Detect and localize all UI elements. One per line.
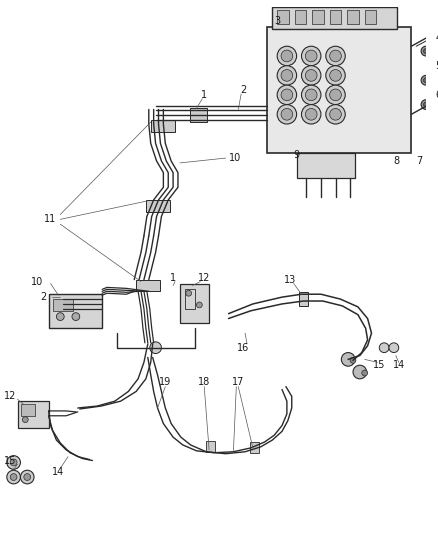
Circle shape [424, 49, 428, 53]
Circle shape [421, 75, 431, 85]
Circle shape [281, 70, 293, 81]
Bar [295, 10, 306, 24]
Circle shape [330, 50, 341, 62]
Circle shape [301, 104, 321, 124]
Circle shape [326, 104, 345, 124]
Bar [312, 10, 324, 24]
Bar [206, 441, 215, 452]
Text: 13: 13 [284, 274, 296, 285]
Text: 1: 1 [170, 273, 176, 282]
Circle shape [421, 100, 431, 109]
Text: 10: 10 [31, 277, 43, 287]
Circle shape [301, 46, 321, 66]
Text: 6: 6 [435, 90, 438, 100]
Circle shape [421, 46, 431, 56]
Circle shape [326, 66, 345, 85]
Circle shape [389, 343, 399, 352]
Bar [18, 401, 49, 429]
Text: 12: 12 [198, 273, 210, 282]
Circle shape [281, 50, 293, 62]
Bar [277, 10, 289, 24]
Circle shape [424, 78, 428, 83]
Text: 9: 9 [293, 150, 300, 160]
Bar [190, 109, 207, 122]
Circle shape [330, 70, 341, 81]
Circle shape [424, 102, 428, 107]
Bar [49, 294, 102, 328]
Circle shape [330, 109, 341, 120]
Bar [297, 153, 355, 177]
Circle shape [277, 46, 297, 66]
Circle shape [281, 89, 293, 101]
Circle shape [341, 352, 355, 366]
Bar [272, 7, 397, 29]
Text: 8: 8 [394, 156, 400, 166]
Bar [299, 292, 308, 306]
Text: 3: 3 [274, 16, 280, 26]
Circle shape [379, 343, 389, 352]
Circle shape [72, 313, 80, 320]
Bar [365, 10, 376, 24]
Bar [146, 200, 170, 212]
Bar [185, 289, 194, 309]
Bar [180, 285, 209, 324]
Text: 18: 18 [198, 377, 210, 387]
Text: 7: 7 [416, 156, 422, 166]
Circle shape [10, 459, 17, 466]
Text: 10: 10 [229, 153, 241, 163]
Text: 4: 4 [435, 34, 438, 44]
Bar [136, 280, 160, 292]
Circle shape [57, 313, 64, 320]
Text: 19: 19 [159, 377, 171, 387]
Text: 14: 14 [52, 467, 64, 477]
Circle shape [22, 417, 28, 423]
Text: 17: 17 [232, 377, 244, 387]
Text: 2: 2 [41, 292, 47, 302]
Bar [21, 404, 35, 416]
Circle shape [326, 85, 345, 104]
Circle shape [353, 365, 367, 379]
Circle shape [7, 470, 21, 484]
Circle shape [281, 109, 293, 120]
Circle shape [24, 474, 31, 480]
Circle shape [277, 85, 297, 104]
Bar [151, 120, 175, 132]
Text: 15: 15 [4, 456, 16, 466]
Circle shape [150, 342, 162, 353]
Text: 16: 16 [237, 343, 249, 353]
Bar [53, 299, 73, 311]
Circle shape [305, 70, 317, 81]
Circle shape [301, 85, 321, 104]
Circle shape [277, 104, 297, 124]
Circle shape [301, 66, 321, 85]
Circle shape [326, 46, 345, 66]
Text: 15: 15 [373, 360, 385, 370]
Circle shape [277, 66, 297, 85]
Text: 2: 2 [240, 85, 246, 95]
Text: 14: 14 [392, 360, 405, 370]
Bar [330, 10, 341, 24]
Circle shape [305, 50, 317, 62]
Circle shape [7, 456, 21, 469]
Circle shape [350, 358, 356, 364]
Circle shape [305, 109, 317, 120]
Text: 12: 12 [4, 391, 16, 401]
Circle shape [186, 290, 191, 296]
Circle shape [21, 470, 34, 484]
Circle shape [197, 302, 202, 308]
Bar [268, 27, 411, 153]
Text: 5: 5 [435, 61, 438, 71]
Circle shape [330, 89, 341, 101]
Text: 11: 11 [44, 214, 57, 224]
Circle shape [305, 89, 317, 101]
Circle shape [10, 474, 17, 480]
Bar [250, 442, 259, 453]
Bar [347, 10, 359, 24]
Text: 1: 1 [201, 90, 207, 100]
Circle shape [362, 370, 367, 376]
